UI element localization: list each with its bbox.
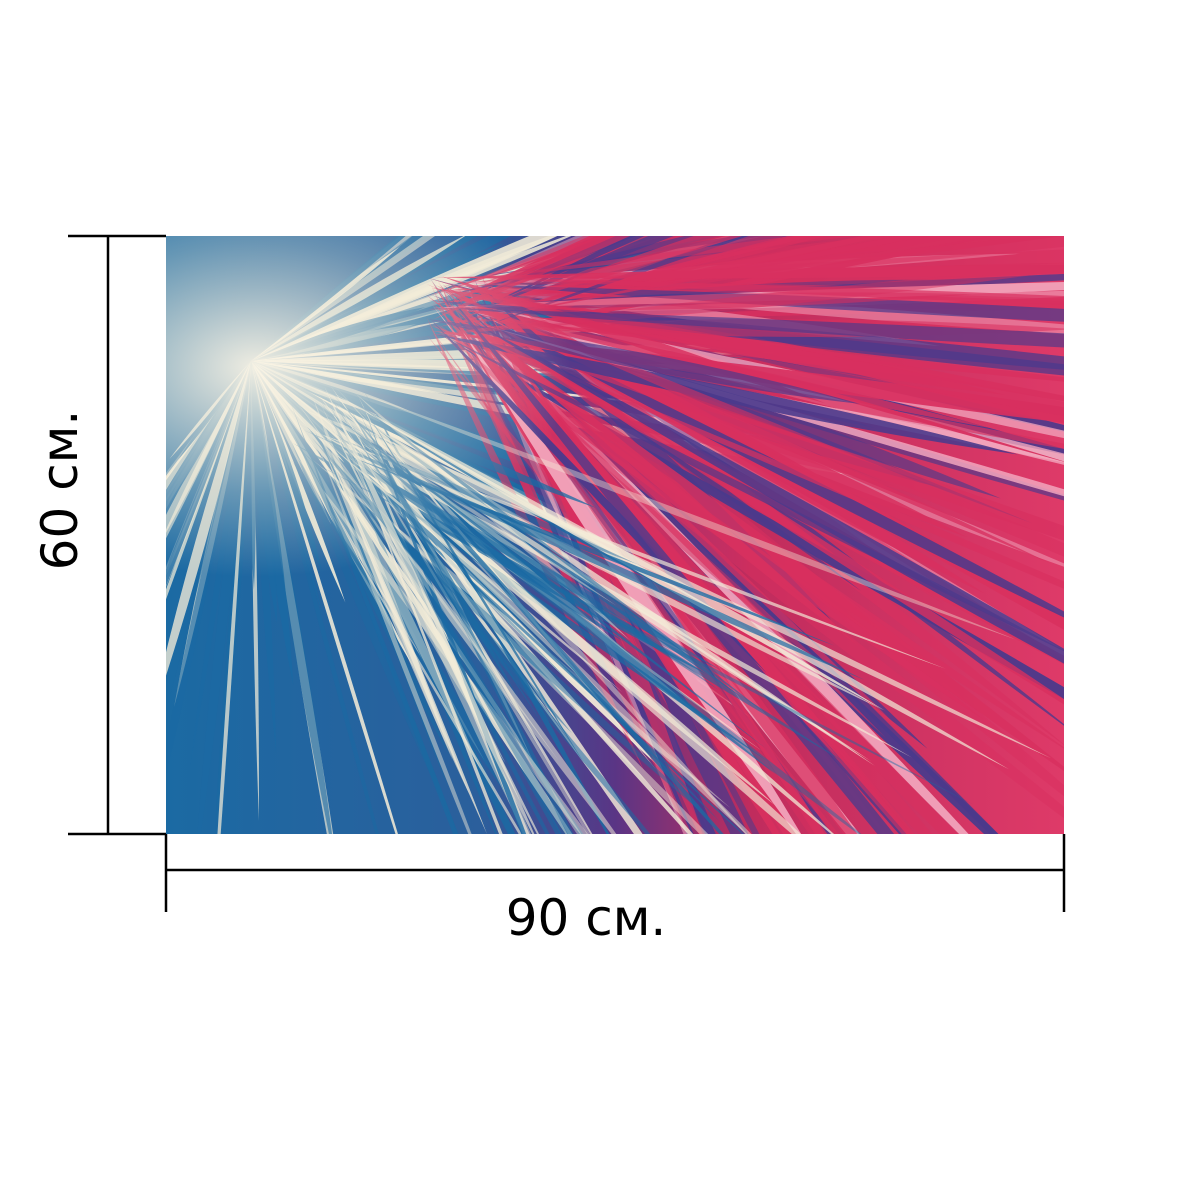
artwork-image bbox=[166, 236, 1064, 834]
height-label: 60 см. bbox=[31, 409, 89, 571]
artwork-highlight bbox=[166, 236, 1064, 834]
width-label: 90 см. bbox=[505, 889, 667, 947]
palm-leaf-artwork bbox=[166, 236, 1064, 834]
